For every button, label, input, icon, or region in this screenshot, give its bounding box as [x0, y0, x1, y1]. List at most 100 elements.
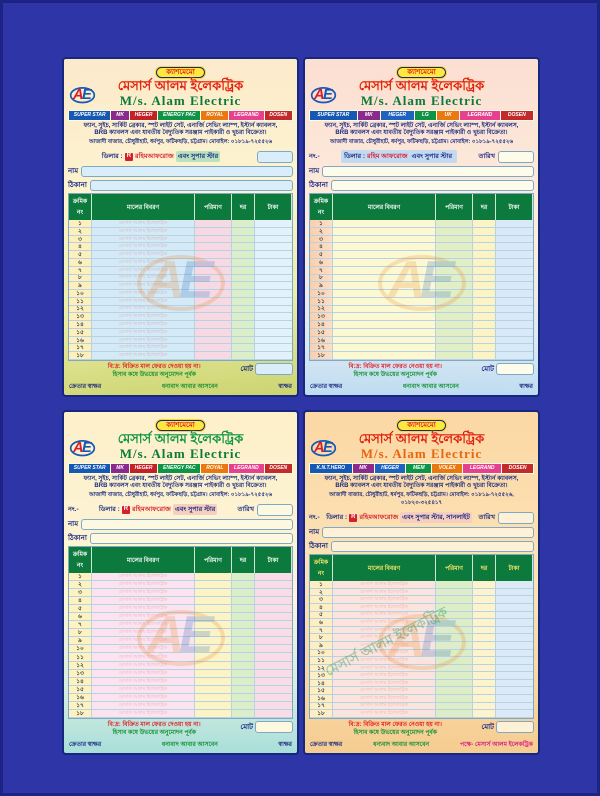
entry-cell[interactable]: [195, 305, 232, 314]
entry-cell[interactable]: [473, 649, 496, 658]
entry-cell[interactable]: [496, 282, 533, 291]
entry-cell[interactable]: [333, 274, 436, 283]
entry-cell[interactable]: [232, 637, 255, 646]
entry-cell[interactable]: [333, 344, 436, 353]
entry-cell[interactable]: [255, 677, 292, 686]
entry-cell[interactable]: [195, 328, 232, 337]
entry-cell[interactable]: [436, 220, 473, 228]
entry-cell[interactable]: মেসার্স আলম ইলেকট্রিক: [333, 679, 436, 688]
entry-cell[interactable]: [473, 344, 496, 353]
entry-cell[interactable]: [255, 344, 292, 353]
entry-cell[interactable]: মেসার্স আলম ইলেকট্রিক: [92, 621, 195, 630]
total-field[interactable]: [255, 720, 293, 733]
entry-cell[interactable]: [232, 653, 255, 662]
entry-cell[interactable]: [496, 626, 533, 635]
entry-cell[interactable]: [496, 313, 533, 322]
entry-cell[interactable]: [473, 626, 496, 635]
entry-cell[interactable]: [255, 709, 292, 718]
entry-cell[interactable]: মেসার্স আলম ইলেকট্রিক: [333, 619, 436, 627]
entry-cell[interactable]: [255, 227, 292, 236]
entry-cell[interactable]: [255, 235, 292, 244]
entry-cell[interactable]: [232, 621, 255, 630]
entry-cell[interactable]: মেসার্স আলম ইলেকট্রিক: [92, 709, 195, 718]
entry-cell[interactable]: [232, 645, 255, 654]
entry-cell[interactable]: [473, 672, 496, 680]
entry-cell[interactable]: [473, 220, 496, 228]
entry-cell[interactable]: [232, 251, 255, 259]
entry-cell[interactable]: মেসার্স আলম ইলেকট্রিক: [92, 685, 195, 694]
entry-cell[interactable]: [496, 649, 533, 658]
entry-cell[interactable]: মেসার্স আলম ইলেকট্রিক: [333, 649, 436, 658]
entry-cell[interactable]: [232, 227, 255, 236]
address-field[interactable]: [89, 532, 293, 544]
entry-cell[interactable]: [473, 235, 496, 244]
entry-cell[interactable]: [255, 259, 292, 267]
entry-cell[interactable]: [473, 274, 496, 283]
entry-cell[interactable]: [436, 336, 473, 345]
entry-cell[interactable]: [496, 641, 533, 650]
entry-cell[interactable]: [473, 657, 496, 665]
entry-cell[interactable]: মেসার্স আলম ইলেকট্রিক: [92, 589, 195, 598]
entry-cell[interactable]: মেসার্স আলম ইলেকট্রিক: [92, 605, 195, 614]
entry-cell[interactable]: [496, 352, 533, 360]
entry-cell[interactable]: [255, 352, 292, 360]
entry-cell[interactable]: [255, 645, 292, 654]
address-field[interactable]: [330, 179, 534, 191]
entry-cell[interactable]: [255, 313, 292, 322]
entry-cell[interactable]: [333, 227, 436, 236]
entry-cell[interactable]: [195, 352, 232, 360]
entry-cell[interactable]: [496, 336, 533, 345]
entry-cell[interactable]: [473, 664, 496, 673]
entry-cell[interactable]: [232, 677, 255, 686]
entry-cell[interactable]: [436, 695, 473, 703]
entry-cell[interactable]: [255, 613, 292, 622]
entry-cell[interactable]: [255, 685, 292, 694]
entry-cell[interactable]: [496, 611, 533, 620]
entry-cell[interactable]: [436, 641, 473, 650]
entry-cell[interactable]: [255, 605, 292, 614]
entry-cell[interactable]: মেসার্স আলম ইলেকট্রিক: [92, 653, 195, 662]
entry-cell[interactable]: [195, 220, 232, 228]
entry-cell[interactable]: [195, 669, 232, 678]
entry-cell[interactable]: [473, 282, 496, 291]
entry-cell[interactable]: [333, 290, 436, 298]
entry-cell[interactable]: [232, 352, 255, 360]
entry-cell[interactable]: [496, 687, 533, 696]
entry-cell[interactable]: মেসার্স আলম ইলেকট্রিক: [92, 693, 195, 702]
entry-cell[interactable]: মেসার্স আলম ইলেকট্রিক: [92, 227, 195, 236]
entry-cell[interactable]: [436, 664, 473, 673]
entry-cell[interactable]: [195, 321, 232, 329]
entry-cell[interactable]: [195, 297, 232, 306]
entry-cell[interactable]: [195, 344, 232, 353]
entry-cell[interactable]: [195, 313, 232, 322]
entry-cell[interactable]: [232, 589, 255, 598]
entry-cell[interactable]: [255, 637, 292, 646]
entry-cell[interactable]: মেসার্স আলম ইলেকট্রিক: [92, 597, 195, 606]
entry-cell[interactable]: [255, 693, 292, 702]
entry-cell[interactable]: [255, 661, 292, 670]
entry-cell[interactable]: [333, 305, 436, 314]
entry-cell[interactable]: [436, 657, 473, 665]
entry-cell[interactable]: [436, 259, 473, 267]
entry-cell[interactable]: [195, 685, 232, 694]
entry-cell[interactable]: [255, 573, 292, 582]
entry-cell[interactable]: [255, 251, 292, 259]
entry-cell[interactable]: [496, 702, 533, 711]
entry-cell[interactable]: [473, 603, 496, 612]
entry-cell[interactable]: [473, 243, 496, 252]
entry-cell[interactable]: মেসার্স আলম ইলেকট্রিক: [92, 313, 195, 322]
entry-cell[interactable]: [255, 581, 292, 590]
entry-cell[interactable]: [232, 305, 255, 314]
entry-cell[interactable]: [496, 619, 533, 627]
entry-cell[interactable]: [255, 266, 292, 275]
entry-cell[interactable]: [496, 305, 533, 314]
entry-cell[interactable]: [436, 588, 473, 597]
entry-cell[interactable]: মেসার্স আলম ইলেকট্রিক: [92, 669, 195, 678]
entry-cell[interactable]: [496, 634, 533, 642]
entry-cell[interactable]: [255, 328, 292, 337]
entry-cell[interactable]: মেসার্স আলম ইলেকট্রিক: [92, 305, 195, 314]
entry-cell[interactable]: [195, 266, 232, 275]
entry-cell[interactable]: [255, 274, 292, 283]
entry-cell[interactable]: [436, 305, 473, 314]
entry-cell[interactable]: [232, 701, 255, 710]
